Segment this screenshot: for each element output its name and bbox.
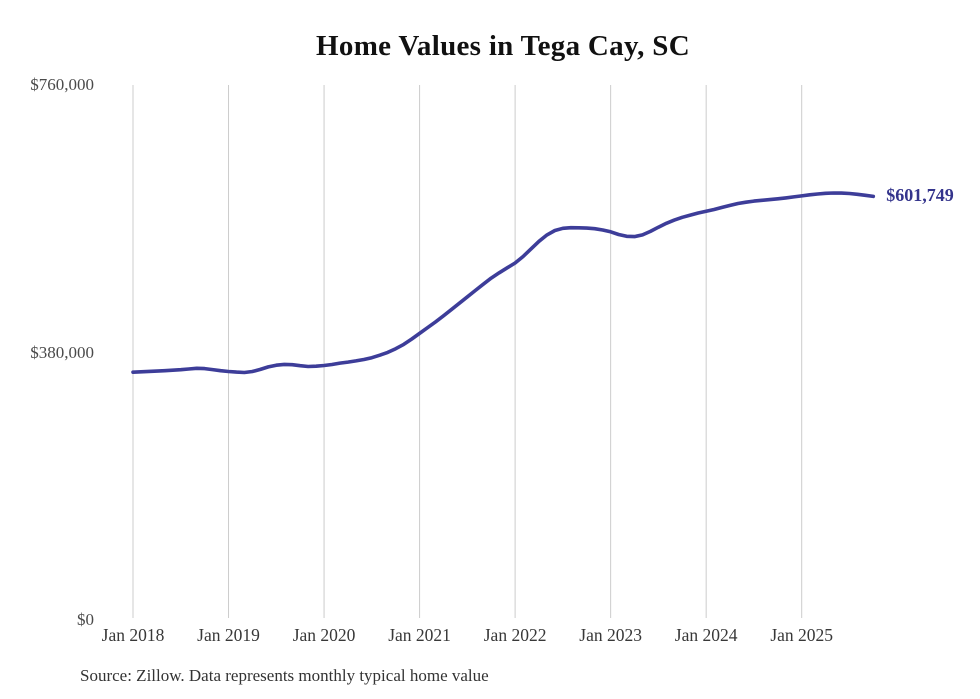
y-axis-tick-max: $760,000 [30, 75, 94, 94]
source-note: Source: Zillow. Data represents monthly … [80, 666, 489, 685]
x-axis-tick-jan-2019: Jan 2019 [197, 625, 260, 645]
x-axis-tick-jan-2023: Jan 2023 [579, 625, 642, 645]
x-axis-tick-jan-2021: Jan 2021 [388, 625, 451, 645]
y-axis-tick-zero: $0 [77, 610, 94, 629]
home-value-series-line [131, 191, 876, 375]
x-axis-tick-jan-2025: Jan 2025 [770, 625, 834, 645]
y-axis-tick-mid: $380,000 [30, 342, 94, 362]
x-axis-tick-jan-2018: Jan 2018 [101, 625, 165, 645]
chart-title: Home Values in Tega Cay, SC [316, 30, 690, 62]
latest-value-label: $601,749 [886, 185, 954, 206]
year-gridlines [132, 85, 803, 618]
x-axis-tick-jan-2020: Jan 2020 [292, 625, 356, 645]
x-axis-tick-jan-2022: Jan 2022 [483, 625, 547, 645]
x-axis-tick-jan-2024: Jan 2024 [674, 625, 738, 645]
